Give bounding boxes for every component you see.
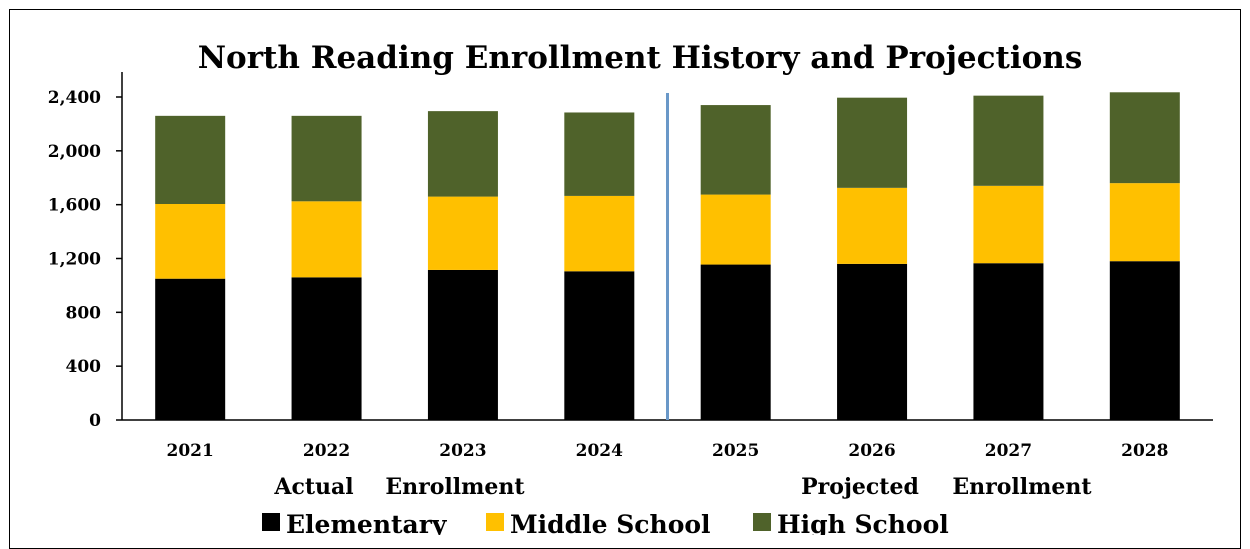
y-tick-label: 800 — [66, 303, 102, 323]
y-tick-label: 1,200 — [48, 250, 101, 270]
x-tick-label: 2025 — [712, 441, 759, 461]
legend-swatch — [262, 513, 280, 531]
legend-label: Elementary — [286, 510, 448, 535]
group-labels: Actual Enrollment Projected Enrollment — [273, 474, 1092, 500]
bar-elementary-2024 — [564, 271, 635, 420]
x-tick-label: 2021 — [167, 441, 214, 461]
legend-swatch — [753, 513, 771, 531]
bar-elementary-2021 — [155, 278, 226, 420]
bar-high-school-2023 — [427, 111, 498, 197]
bar-middle-school-2027 — [973, 185, 1044, 264]
x-tick-label: 2026 — [848, 441, 895, 461]
bar-high-school-2024 — [564, 112, 635, 196]
bar-elementary-2027 — [973, 263, 1044, 420]
x-tick-label: 2027 — [985, 441, 1032, 461]
bar-middle-school-2025 — [700, 194, 771, 265]
bar-middle-school-2024 — [564, 195, 635, 272]
group-label-word: Projected — [801, 474, 919, 500]
y-tick-label: 400 — [66, 357, 102, 377]
x-axis: 2021 2022 2023 2024 2025 2026 2027 2028 — [122, 419, 1213, 461]
bar-elementary-2028 — [1109, 261, 1180, 420]
group-label-word: Actual — [273, 474, 353, 500]
x-tick-label: 2022 — [303, 441, 350, 461]
bar-elementary-2026 — [837, 263, 908, 420]
bar-middle-school-2028 — [1109, 183, 1180, 262]
bar-elementary-2025 — [700, 264, 771, 420]
x-tick-label: 2023 — [439, 441, 486, 461]
bar-high-school-2021 — [155, 115, 226, 204]
bar-high-school-2025 — [700, 105, 771, 195]
bar-elementary-2022 — [291, 277, 362, 420]
bar-high-school-2027 — [973, 95, 1044, 186]
legend-label: High School — [777, 510, 949, 535]
group-label-word: Enrollment — [385, 474, 525, 500]
bar-middle-school-2022 — [291, 201, 362, 278]
bar-high-school-2026 — [837, 97, 908, 188]
bar-middle-school-2023 — [427, 196, 498, 270]
y-axis: 0 400 800 1,200 1,600 2,000 2,400 — [48, 72, 123, 431]
legend: Elementary Middle School High School — [262, 510, 949, 535]
bar-middle-school-2021 — [155, 203, 226, 279]
y-tick-label: 0 — [89, 411, 101, 431]
legend-swatch — [486, 513, 504, 531]
bar-middle-school-2026 — [837, 187, 908, 264]
legend-label: Middle School — [510, 510, 711, 535]
enrollment-chart: North Reading Enrollment History and Pro… — [48, 40, 1213, 535]
bar-high-school-2022 — [291, 115, 362, 202]
bar-elementary-2023 — [427, 269, 498, 420]
x-tick-label: 2028 — [1121, 441, 1168, 461]
y-tick-label: 2,400 — [48, 88, 101, 108]
x-tick-label: 2024 — [576, 441, 623, 461]
y-tick-label: 1,600 — [48, 196, 101, 216]
chart-title: North Reading Enrollment History and Pro… — [198, 40, 1083, 76]
bar-high-school-2028 — [1109, 92, 1180, 184]
y-tick-label: 2,000 — [48, 142, 101, 162]
group-label-word: Enrollment — [952, 474, 1092, 500]
bars — [155, 92, 1180, 420]
